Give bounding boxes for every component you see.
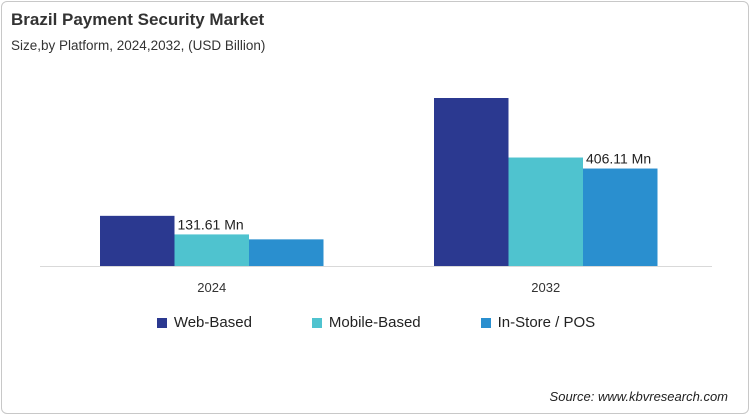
x-tick-label: 2032 — [531, 280, 560, 295]
chart-title: Brazil Payment Security Market — [11, 10, 265, 29]
legend-label: Mobile-Based — [328, 314, 421, 331]
legend-item: Mobile-Based — [311, 314, 421, 331]
legend-item: Web-Based — [156, 314, 252, 331]
bar-web-based-2024 — [100, 215, 175, 266]
x-tick-label: 2024 — [197, 280, 226, 295]
legend-swatch — [311, 317, 322, 328]
source-note: Source: www.kbvresearch.com — [549, 389, 728, 404]
legend-item: In-Store / POS — [480, 314, 596, 331]
legend-label: In-Store / POS — [497, 314, 596, 331]
data-label: 131.61 Mn — [178, 216, 244, 232]
bar-in-store-pos-2024 — [249, 239, 324, 266]
legend: Web-Based Mobile-Based In-Store / POS — [0, 314, 752, 331]
bar-mobile-based-2024 — [174, 234, 249, 266]
bar-web-based-2032 — [434, 98, 509, 266]
bar-in-store-pos-2032 — [583, 168, 658, 266]
bar-mobile-based-2032 — [508, 157, 583, 266]
legend-label: Web-Based — [173, 314, 252, 331]
legend-swatch — [156, 317, 167, 328]
data-label: 406.11 Mn — [586, 151, 651, 167]
legend-swatch — [480, 317, 491, 328]
chart-subtitle: Size,by Platform, 2024,2032, (USD Billio… — [11, 38, 266, 53]
